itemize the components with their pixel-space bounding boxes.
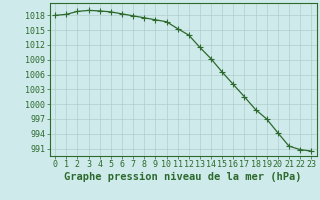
X-axis label: Graphe pression niveau de la mer (hPa): Graphe pression niveau de la mer (hPa) <box>64 172 302 182</box>
